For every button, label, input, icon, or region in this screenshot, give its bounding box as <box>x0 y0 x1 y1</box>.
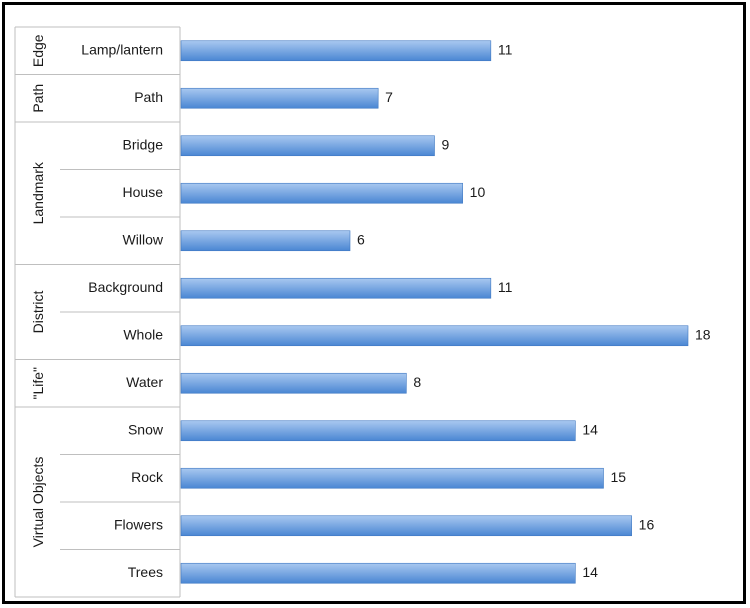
category-label-rock: Rock <box>131 469 164 485</box>
group-label-path: Path <box>30 84 46 113</box>
bar-path <box>180 87 379 109</box>
category-label-whole: Whole <box>123 326 163 342</box>
bar-bridge <box>180 135 435 157</box>
value-label-background: 11 <box>498 279 513 295</box>
bar-trees <box>180 562 576 584</box>
bar-snow <box>180 420 576 442</box>
category-label-background: Background <box>88 279 163 295</box>
bar-willow <box>180 230 351 252</box>
bar-house <box>180 182 463 204</box>
group-label-edge: Edge <box>30 34 46 67</box>
value-label-flowers: 16 <box>639 516 655 532</box>
category-label-water: Water <box>126 374 163 390</box>
category-label-trees: Trees <box>128 564 163 580</box>
bars: 11 7 9 10 6 11 18 8 14 15 16 14 <box>180 40 711 584</box>
group-label-life: "Life" <box>30 367 46 400</box>
category-label-lamp-lantern: Lamp/lantern <box>81 41 163 57</box>
value-label-whole: 18 <box>695 326 711 342</box>
group-label-landmark: Landmark <box>30 161 46 224</box>
value-label-bridge: 9 <box>442 136 450 152</box>
value-label-water: 8 <box>413 374 421 390</box>
group-label-virtual-objects: Virtual Objects <box>30 457 46 548</box>
category-label-house: House <box>123 184 164 200</box>
value-label-house: 10 <box>470 184 486 200</box>
category-label-flowers: Flowers <box>114 516 163 532</box>
bar-rock <box>180 467 604 489</box>
axes <box>14 26 181 598</box>
bar-chart: Edge Lamp/lantern Path Path Landmark Bridge Ho… <box>14 26 711 598</box>
category-label-willow: Willow <box>123 231 164 247</box>
bar-flowers <box>180 515 632 537</box>
bar-water <box>180 372 407 394</box>
category-label-bridge: Bridge <box>123 136 164 152</box>
value-label-lamp-lantern: 11 <box>498 41 513 57</box>
category-label-path: Path <box>134 89 163 105</box>
value-label-path: 7 <box>385 89 393 105</box>
bar-whole <box>180 325 689 347</box>
value-label-rock: 15 <box>611 469 627 485</box>
group-labels: Edge Lamp/lantern Path Path Landmark Bridge Ho… <box>30 34 164 580</box>
value-label-snow: 14 <box>582 421 598 437</box>
category-label-snow: Snow <box>128 421 164 437</box>
bar-lamp-lantern <box>180 40 492 62</box>
bar-background <box>180 277 492 299</box>
group-label-district: District <box>30 291 46 334</box>
value-label-trees: 14 <box>582 564 598 580</box>
value-label-willow: 6 <box>357 231 365 247</box>
